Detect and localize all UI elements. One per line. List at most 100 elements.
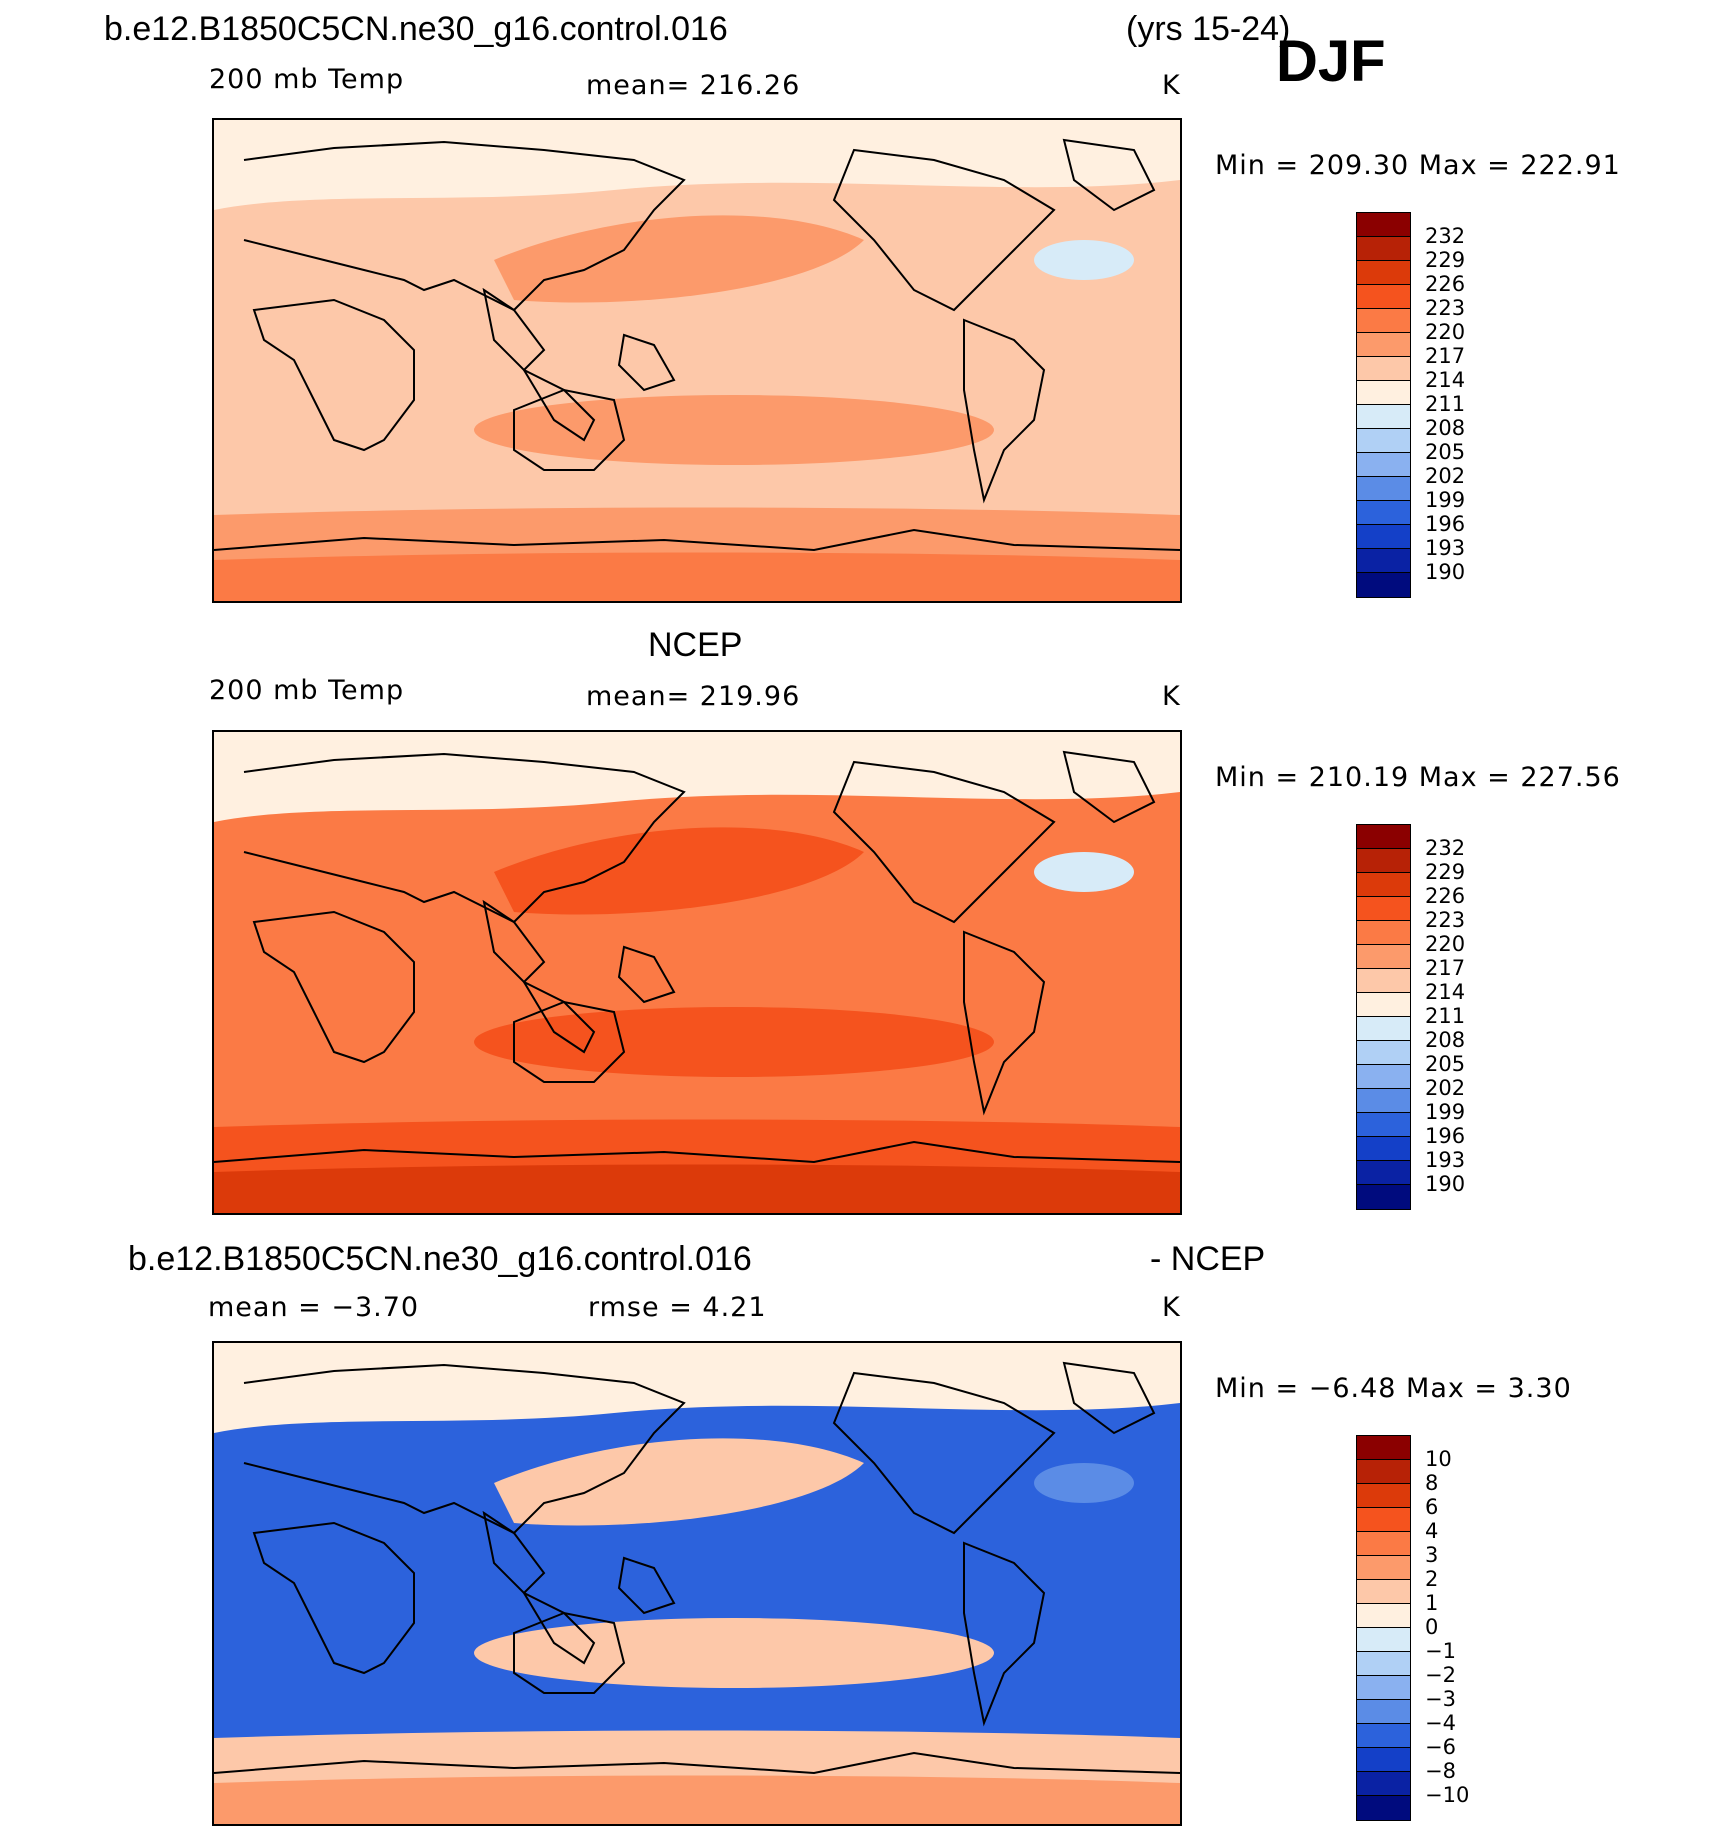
case-title: b.e12.B1850C5CN.ne30_g16.control.016 [104,10,728,48]
colorbar-swatch [1357,477,1410,501]
colorbar-swatch [1357,333,1410,357]
field-warm-region [494,1438,864,1526]
colorbar-swatch [1357,825,1410,849]
field-tropical-band [474,395,994,465]
colorbar-label: 8 [1425,1471,1439,1495]
colorbar-label: 190 [1425,1172,1466,1196]
coastline [243,1363,686,1535]
colorbar-label: −2 [1425,1663,1456,1687]
coastline [617,945,676,1004]
panel3-map [212,1341,1182,1826]
coastline [1062,1361,1156,1435]
coastline [617,1556,676,1615]
colorbar-label: −3 [1425,1687,1456,1711]
coastline [963,318,1046,504]
colorbar-label: 214 [1425,368,1466,392]
colorbar-label: 214 [1425,980,1466,1004]
panel3-units: K [1162,1292,1181,1323]
colorbar-swatch [1357,1436,1410,1460]
colorbar-label: 0 [1425,1615,1439,1639]
colorbar-swatch [1357,849,1410,873]
coastline [243,752,686,924]
colorbar-swatch [1357,945,1410,969]
colorbar-label: 199 [1425,1100,1466,1124]
colorbar-swatch [1357,213,1410,237]
colorbar-swatch [1357,1652,1410,1676]
colorbar-label: 4 [1425,1519,1439,1543]
field-polar-band [214,1164,1180,1213]
panel2-colorbar-labels: 232 229 226 223 220 217 214 211 208 205 202 199 196 1… [1425,836,1465,1196]
coastline [963,1541,1046,1727]
field-warm-region [494,827,864,915]
panel1-minmax: Min = 209.30 Max = 222.91 [1215,150,1621,181]
colorbar-label: −4 [1425,1711,1456,1735]
field-polar-band [214,1775,1180,1824]
colorbar-label: −6 [1425,1735,1456,1759]
panel3-heading-case: b.e12.B1850C5CN.ne30_g16.control.016 [128,1240,752,1278]
colorbar-swatch [1357,969,1410,993]
panel1-mean: mean= 216.26 [586,70,801,101]
colorbar-swatch [1357,1089,1410,1113]
panel2-units: K [1162,681,1181,712]
colorbar-label: −1 [1425,1639,1456,1663]
colorbar-swatch [1357,1137,1410,1161]
colorbar-swatch [1357,1113,1410,1137]
colorbar-swatch [1357,501,1410,525]
colorbar-label: 226 [1425,884,1466,908]
panel2-map [212,730,1182,1215]
coastline [513,388,626,471]
field-tropical-band [474,1007,994,1077]
coastline [832,148,1056,312]
colorbar-swatch [1357,1532,1410,1556]
colorbar-label: 229 [1425,248,1466,272]
coastline [513,1611,626,1694]
coastline [1062,138,1156,212]
panel2-heading: NCEP [648,626,743,664]
coastline [252,910,415,1064]
coastline [521,1590,596,1665]
field-warm-region [494,215,864,303]
coastline [252,298,415,452]
colorbar-label: 208 [1425,416,1466,440]
colorbar-label: 226 [1425,272,1466,296]
colorbar-swatch [1357,993,1410,1017]
colorbar-label: 190 [1425,560,1466,584]
colorbar-swatch [1357,1041,1410,1065]
colorbar-swatch [1357,237,1410,261]
colorbar-label: 223 [1425,296,1466,320]
colorbar-swatch [1357,1508,1410,1532]
season-label: DJF [1276,29,1386,94]
coastline [243,140,686,312]
colorbar-label: 220 [1425,320,1466,344]
colorbar-label: 202 [1425,1076,1466,1100]
colorbar-swatch [1357,1017,1410,1041]
colorbar-label: 208 [1425,1028,1466,1052]
colorbar-swatch [1357,1796,1410,1820]
colorbar-label: 193 [1425,536,1466,560]
coastline [214,528,1180,552]
panel1-variable: 200 mb Temp [209,64,405,95]
coastline [521,367,596,442]
field-cold-spot [1034,240,1134,280]
colorbar-swatch [1357,1748,1410,1772]
colorbar-swatch [1357,1676,1410,1700]
colorbar-swatch [1357,921,1410,945]
colorbar-swatch [1357,1628,1410,1652]
panel3-minmax: Min = −6.48 Max = 3.30 [1215,1373,1572,1404]
colorbar-label: 232 [1425,224,1466,248]
panel1-colorbar [1356,212,1411,598]
years-label: (yrs 15-24) [1126,10,1291,48]
colorbar-label: 1 [1425,1591,1439,1615]
panel1-units: K [1162,70,1181,101]
field-cold-spot [1034,852,1134,892]
panel3-colorbar [1356,1435,1411,1821]
colorbar-swatch [1357,285,1410,309]
colorbar-swatch [1357,261,1410,285]
colorbar-label: 220 [1425,932,1466,956]
colorbar-label: 196 [1425,1124,1466,1148]
colorbar-swatch [1357,1065,1410,1089]
colorbar-label: 6 [1425,1495,1439,1519]
coastline [482,1510,546,1595]
colorbar-label: 193 [1425,1148,1466,1172]
panel1-map-canvas [214,120,1180,601]
